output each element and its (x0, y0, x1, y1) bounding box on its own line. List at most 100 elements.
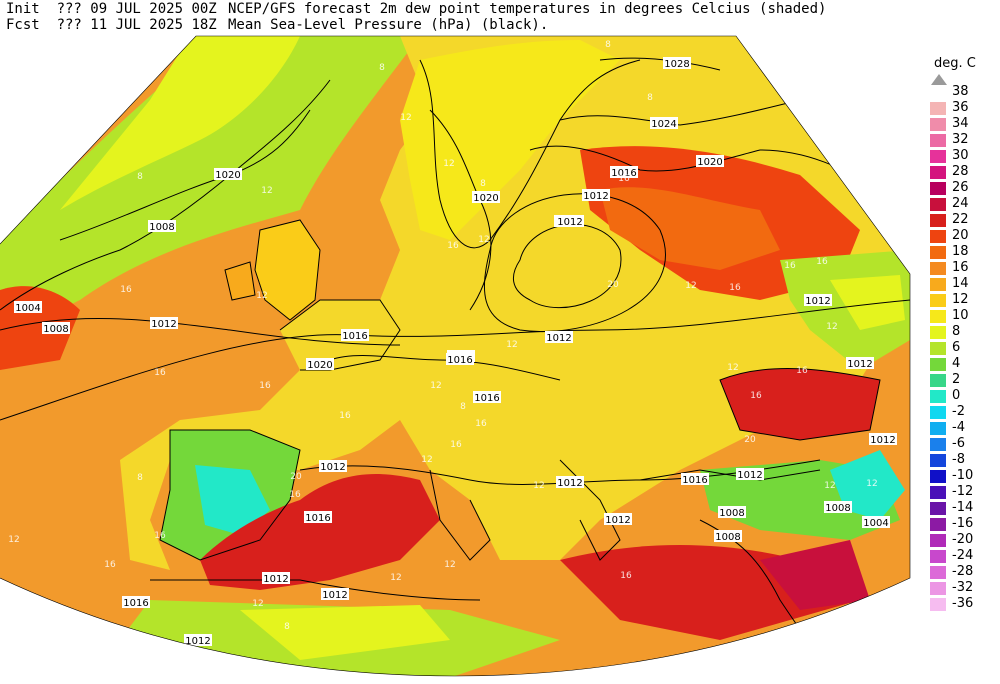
isobar-label-text: 1012 (151, 319, 176, 330)
dewpoint-label-text: 8 (480, 179, 486, 189)
legend-label: -6 (952, 436, 965, 451)
legend-row: 2 (926, 372, 1000, 388)
isobar-label-text: 1012 (805, 296, 830, 307)
legend-swatch (930, 454, 946, 467)
dewpoint-label-text: 16 (447, 241, 459, 251)
legend-row: 8 (926, 324, 1000, 340)
isobar-label-text: 1004 (15, 303, 40, 314)
isobar-label: 1016 (473, 391, 501, 404)
isobar-label: 1016 (681, 473, 709, 486)
dewpoint-region (195, 465, 270, 535)
dewpoint-label-text: 12 (390, 573, 401, 583)
isobar-label-text: 1016 (447, 355, 472, 366)
isobar-label: 1016 (446, 353, 474, 366)
isobar-label-text: 1012 (263, 574, 288, 585)
legend-label: -2 (952, 404, 965, 419)
legend-row: 36 (926, 100, 1000, 116)
legend-row: -4 (926, 420, 1000, 436)
legend-row: -32 (926, 580, 1000, 596)
legend-label: 18 (952, 244, 969, 259)
legend-label: 24 (952, 196, 969, 211)
isobar-label: 1012 (604, 513, 632, 526)
legend-label: 34 (952, 116, 969, 131)
init-label: Init (6, 1, 40, 17)
dewpoint-label-text: 16 (618, 174, 630, 184)
init-value: ??? 09 JUL 2025 00Z (56, 1, 217, 17)
coastlines (159, 59, 881, 561)
legend-row: -10 (926, 468, 1000, 484)
legend-swatch (930, 246, 946, 259)
isobar-label-text: 1020 (215, 170, 240, 181)
legend-swatch (930, 294, 946, 307)
dewpoint-label-text: 12 (506, 340, 517, 350)
dewpoint-label-text: 8 (460, 402, 466, 412)
legend-label: -28 (952, 564, 974, 579)
dewpoint-region (225, 262, 255, 300)
legend-row: 34 (926, 116, 1000, 132)
legend-title: deg. C (934, 56, 976, 71)
legend-row: 30 (926, 148, 1000, 164)
legend-row: 26 (926, 180, 1000, 196)
isobar-label-text: 1012 (546, 333, 571, 344)
fcst-value: ??? 11 JUL 2025 18Z (56, 17, 217, 33)
dewpoint-label-text: 8 (379, 63, 385, 73)
legend-label: -14 (952, 500, 974, 515)
isobar-line (599, 57, 721, 71)
isobar-label-text: 1012 (320, 462, 345, 473)
dewpoint-region (760, 540, 870, 610)
dewpoint-label-text: 12 (421, 455, 432, 465)
coastline (159, 429, 301, 561)
legend-row: -2 (926, 404, 1000, 420)
coastline (639, 469, 821, 481)
legend-label: 32 (952, 132, 969, 147)
legend-row: -24 (926, 548, 1000, 564)
isobar-label-text: 1012 (737, 470, 762, 481)
legend-swatch (930, 486, 946, 499)
dewpoint-label-text: 8 (137, 172, 143, 182)
legend-label: -36 (952, 596, 974, 611)
legend-label: -4 (952, 420, 965, 435)
legend-label: -32 (952, 580, 974, 595)
dewpoint-label-text: 16 (816, 257, 828, 267)
dewpoint-region (830, 275, 905, 330)
legend-swatch (930, 598, 946, 611)
legend-swatch (930, 422, 946, 435)
dewpoint-label-text: 12 (444, 560, 455, 570)
dewpoint-label-text: 12 (533, 481, 544, 491)
isobar-label: 1012 (582, 189, 610, 202)
map-frame (0, 35, 911, 677)
legend-swatch (930, 550, 946, 563)
isobar-label-text: 1008 (43, 324, 68, 335)
legend-swatch (930, 310, 946, 323)
isobar-label: 1008 (718, 506, 746, 519)
isobar-line (559, 99, 801, 126)
dewpoint-label-text: 16 (784, 261, 796, 271)
coastline (559, 459, 621, 561)
isobar-label-text: 1008 (149, 222, 174, 233)
legend-row: -20 (926, 532, 1000, 548)
legend-swatch (930, 102, 946, 115)
dewpoint-label-text: 8 (647, 93, 653, 103)
legend-label: 6 (952, 340, 961, 355)
isobar-labels: 1028 1024 1020 1016 1012 1020 1016 1012 1020 1008… (14, 57, 897, 647)
legend-row: 18 (926, 244, 1000, 260)
dewpoint-label-text: 16 (620, 571, 632, 581)
isobar-label-text: 1012 (322, 590, 347, 601)
header-init-line: Init ??? 09 JUL 2025 00Z NCEP/GFS forecas… (6, 1, 826, 17)
isobar-label: 1008 (824, 501, 852, 514)
legend-row: -12 (926, 484, 1000, 500)
coastline (429, 469, 491, 561)
legend-row: 6 (926, 340, 1000, 356)
isobar-label-text: 1016 (123, 598, 148, 609)
legend-label: -20 (952, 532, 974, 547)
legend-max-arrow-icon (931, 74, 947, 85)
isobar-label: 1012 (262, 572, 290, 585)
isobar-line (299, 459, 821, 485)
dewpoint-label-text: 8 (284, 622, 290, 632)
dewpoint-label-text: 16 (339, 411, 351, 421)
chart-title-line1: NCEP/GFS forecast 2m dew point temperatu… (228, 1, 827, 17)
legend-swatch (930, 262, 946, 275)
legend-swatch (930, 342, 946, 355)
isobar-label: 1020 (472, 191, 500, 204)
